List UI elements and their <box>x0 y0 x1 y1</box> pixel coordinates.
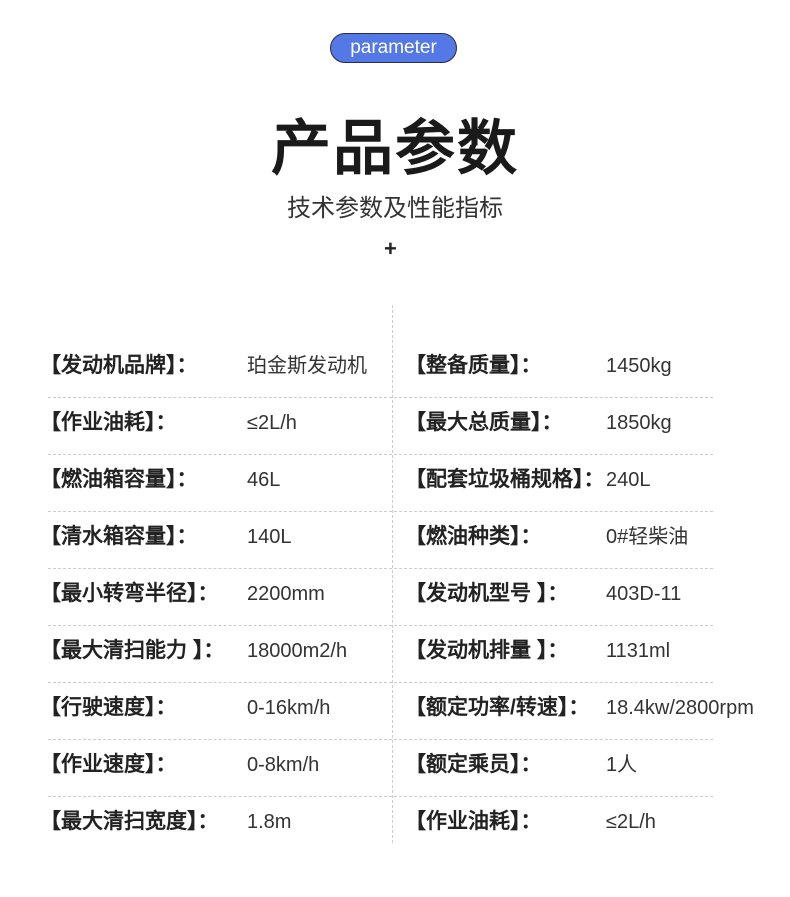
row-separator <box>48 682 713 683</box>
row-separator <box>48 397 713 398</box>
spec-row: 【行驶速度】： 0-16km/h 【额定功率/转速】： 18.4kw/2800rpm <box>0 683 790 740</box>
row-separator <box>48 568 713 569</box>
spec-value: 46L <box>247 469 281 491</box>
spec-label: 【发动机品牌】： <box>40 354 198 377</box>
spec-value: 0#轻柴油 <box>606 526 689 548</box>
spec-value: 240L <box>606 469 651 491</box>
spec-label: 【燃油种类】： <box>405 525 542 548</box>
spec-row: 【最大清扫宽度】： 1.8m 【作业油耗】： ≤2L/h <box>0 797 790 854</box>
spec-row: 【发动机品牌】： 珀金斯发动机 【整备质量】： 1450kg <box>0 341 790 398</box>
spec-row: 【最小转弯半径】： 2200mm 【发动机型号 】： 403D-11 <box>0 569 790 626</box>
spec-label: 【最小转弯半径】： <box>40 582 219 605</box>
row-separator <box>48 625 713 626</box>
spec-value: 140L <box>247 526 292 548</box>
page-subtitle: 技术参数及性能指标 <box>287 195 503 222</box>
spec-row: 【燃油箱容量】： 46L 【配套垃圾桶规格】： 240L <box>0 455 790 512</box>
row-separator <box>48 739 713 740</box>
spec-label: 【最大总质量】： <box>405 411 563 434</box>
spec-label: 【清水箱容量】： <box>40 525 198 548</box>
row-separator <box>48 511 713 512</box>
spec-value: 2200mm <box>247 583 325 605</box>
spec-label: 【发动机排量 】： <box>405 639 569 662</box>
spec-label: 【额定功率/转速】： <box>405 696 590 719</box>
spec-label: 【发动机型号 】： <box>405 582 569 605</box>
spec-value: 18000m2/h <box>247 640 348 662</box>
spec-value: 1.8m <box>247 811 292 833</box>
spec-value: 1人 <box>606 754 638 776</box>
spec-value: 珀金斯发动机 <box>247 355 367 377</box>
spec-label: 【最大清扫能力 】： <box>40 639 225 662</box>
spec-row: 【作业油耗】： ≤2L/h 【最大总质量】： 1850kg <box>0 398 790 455</box>
spec-row: 【清水箱容量】： 140L 【燃油种类】： 0#轻柴油 <box>0 512 790 569</box>
row-separator <box>48 796 713 797</box>
spec-label: 【配套垃圾桶规格】： <box>405 468 605 491</box>
spec-label: 【额定乘员】： <box>405 753 542 776</box>
spec-value: 1450kg <box>606 355 672 377</box>
spec-value: ≤2L/h <box>606 811 656 833</box>
spec-value: 18.4kw/2800rpm <box>606 697 754 719</box>
spec-value: 1131ml <box>606 640 671 662</box>
row-separator <box>48 454 713 455</box>
spec-label: 【作业油耗】： <box>40 411 177 434</box>
column-divider <box>392 305 393 843</box>
plus-icon: + <box>384 236 397 261</box>
spec-row: 【作业速度】： 0-8km/h 【额定乘员】： 1人 <box>0 740 790 797</box>
spec-label: 【作业速度】： <box>40 753 177 776</box>
spec-value: 1850kg <box>606 412 672 434</box>
spec-value: 403D-11 <box>606 583 682 605</box>
spec-value: ≤2L/h <box>247 412 297 434</box>
spec-label: 【最大清扫宽度】： <box>40 810 219 833</box>
spec-value: 0-8km/h <box>247 754 320 776</box>
parameter-badge: parameter <box>330 33 457 63</box>
spec-value: 0-16km/h <box>247 697 331 719</box>
spec-label: 【行驶速度】： <box>40 696 177 719</box>
spec-label: 【作业油耗】： <box>405 810 542 833</box>
spec-label: 【燃油箱容量】： <box>40 468 198 491</box>
page-title: 产品参数 <box>271 115 519 182</box>
spec-label: 【整备质量】： <box>405 354 542 377</box>
spec-row: 【最大清扫能力 】： 18000m2/h 【发动机排量 】： 1131ml <box>0 626 790 683</box>
